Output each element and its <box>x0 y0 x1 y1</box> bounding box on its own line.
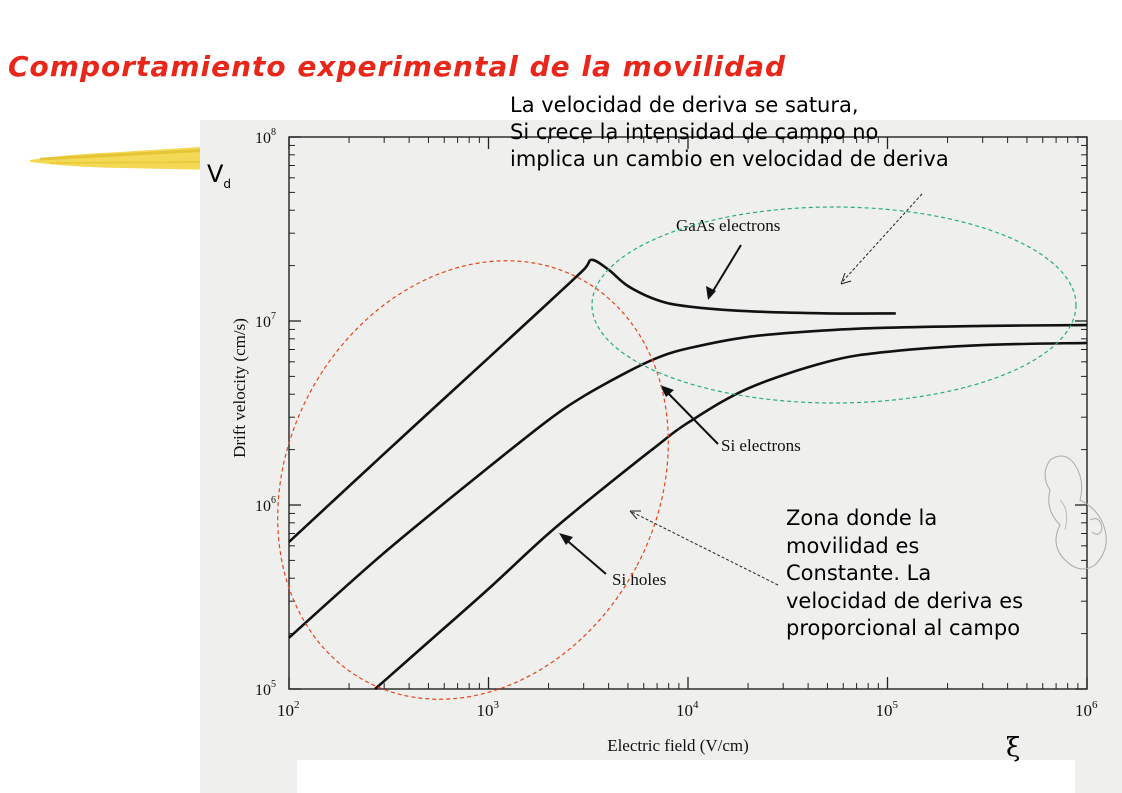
series-label-si-holes: Si holes <box>612 570 666 589</box>
x-tick-label: 106 <box>1075 699 1098 720</box>
y-axis-label: Drift velocity (cm/s) <box>230 318 249 458</box>
y-tick-exponent: 7 <box>271 311 276 322</box>
y-tick-label: 106 <box>255 495 276 515</box>
slide-title: Comportamiento experimental de la movili… <box>8 50 787 83</box>
linear-region-ellipse <box>277 260 669 700</box>
saturation-region-ellipse <box>591 206 1077 404</box>
pointer-saturation-arrowhead <box>840 272 852 285</box>
y-tick-label: 108 <box>255 127 276 147</box>
xi-symbol: ξ <box>1006 733 1021 763</box>
y-tick-label: 107 <box>255 311 276 331</box>
series-label-si-electrons: Si electrons <box>721 436 801 455</box>
note-linear-line: Zona donde la <box>786 506 938 530</box>
series-gaas-electrons <box>288 258 896 543</box>
y-tick-exponent: 6 <box>271 495 276 506</box>
y-tick-label: 105 <box>255 679 276 699</box>
arrowhead-si-electrons <box>660 385 674 397</box>
note-linear-line: Constante. La <box>786 561 932 585</box>
arrow-si-electrons <box>663 388 719 445</box>
pointer-linear-arrow <box>631 511 779 586</box>
note-saturation-line: implica un cambio en velocidad de deriva <box>510 147 949 171</box>
series-label-gaas-electrons: GaAs electrons <box>676 216 780 235</box>
x-tick-exponent: 6 <box>1092 699 1098 711</box>
x-tick-label: 103 <box>477 699 500 720</box>
y-tick-exponent: 5 <box>271 679 276 690</box>
vd-subscript: d <box>223 176 232 191</box>
decorative-yellow-stroke <box>30 146 215 170</box>
arrow-si-holes <box>562 536 607 575</box>
y-tick-exponent: 8 <box>271 127 276 138</box>
note-linear-region: Zona donde la movilidad es Constante. La… <box>786 505 1023 643</box>
note-saturation-line: La velocidad de deriva se satura, <box>510 93 859 117</box>
x-tick-label: 105 <box>876 699 899 720</box>
caption-box <box>297 760 1075 793</box>
pointer-linear-arrowhead <box>629 510 641 520</box>
note-linear-line: movilidad es <box>786 533 920 558</box>
x-tick-exponent: 2 <box>294 699 300 711</box>
x-tick-exponent: 3 <box>494 699 500 711</box>
note-saturation-line: Si crece la intensidad de campo no <box>510 120 879 144</box>
x-tick-exponent: 5 <box>893 699 899 711</box>
series-si-electrons <box>288 323 1088 639</box>
pointer-saturation-arrow <box>842 193 923 282</box>
note-saturation: La velocidad de deriva se satura, Si cre… <box>510 92 949 173</box>
note-linear-line: proporcional al campo <box>786 616 1021 640</box>
scanned-figure-background <box>200 120 1122 793</box>
arrow-gaas-electrons <box>709 244 742 297</box>
x-tick-exponent: 4 <box>693 699 699 711</box>
arrowhead-si-holes <box>559 533 573 545</box>
vd-symbol: Vd <box>207 160 231 191</box>
arrowhead-gaas-electrons <box>706 286 716 300</box>
decorative-sketch <box>1044 455 1107 570</box>
x-axis-label: Electric field (V/cm) <box>607 736 749 755</box>
note-linear-line: velocidad de deriva es <box>786 588 1024 613</box>
x-tick-label: 102 <box>277 699 300 720</box>
series-si-holes <box>374 341 1088 690</box>
x-tick-label: 104 <box>676 699 699 720</box>
vd-main: V <box>207 160 224 188</box>
